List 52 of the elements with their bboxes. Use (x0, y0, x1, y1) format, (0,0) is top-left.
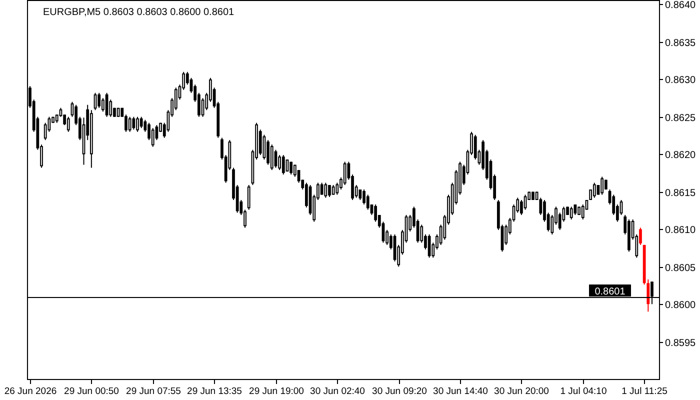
candlestick (290, 161, 293, 176)
candlestick (336, 182, 339, 196)
candlestick (201, 98, 204, 118)
candlestick (328, 184, 331, 198)
candlestick (581, 204, 584, 220)
candlestick (366, 194, 370, 210)
candlestick (570, 206, 573, 220)
y-tick-label: 0.8615 (665, 188, 696, 199)
candlestick (140, 116, 143, 129)
candlestick (247, 184, 250, 210)
x-tick-label: 29 Jun 19:00 (249, 386, 304, 397)
candlestick (639, 227, 642, 246)
candlestick (600, 176, 604, 196)
candlestick (98, 92, 101, 108)
x-tick-label: 26 Jun 2026 (4, 386, 57, 397)
y-tick-label: 0.8600 (665, 300, 696, 311)
ref-line-label: 0.8601 (594, 286, 626, 298)
candlestick (66, 116, 70, 132)
x-tick-label: 1 Jul 04:10 (560, 386, 607, 397)
x-tick-label: 30 Jun 09:20 (372, 386, 427, 397)
candlestick (374, 204, 377, 222)
y-tick-label: 0.8625 (665, 113, 696, 124)
text: EURGBP,M5 0.8603 0.8603 0.8600 0.8601 (43, 7, 235, 18)
candlestick (524, 194, 527, 210)
x-tick-label: 30 Jun 20:00 (494, 386, 549, 397)
x-tick-label: 29 Jun 13:35 (187, 386, 242, 397)
y-tick-label: 0.8605 (665, 263, 696, 274)
candlestick (592, 182, 596, 198)
y-tick-label: 0.8635 (665, 38, 696, 49)
x-tick-label: 29 Jun 07:55 (126, 386, 181, 397)
x-tick-label: 29 Jun 00:50 (64, 386, 119, 397)
candlestick (151, 128, 154, 148)
candlestick (102, 98, 104, 112)
candlestick (282, 154, 285, 176)
x-tick-label: 30 Jun 02:40 (310, 386, 365, 397)
candlestick (324, 182, 328, 198)
candlestick (270, 144, 274, 171)
candlestick (136, 116, 139, 132)
candlestick (132, 116, 136, 130)
candlestick (266, 140, 270, 166)
candlestick (362, 189, 366, 205)
y-tick-label: 0.8620 (665, 150, 696, 161)
y-tick-label: 0.8640 (665, 0, 696, 11)
x-tick-label: 1 Jul 11:25 (622, 386, 668, 397)
candlestick (343, 161, 346, 186)
y-tick-label: 0.8595 (665, 338, 696, 349)
candlestick (278, 154, 282, 171)
y-tick-label: 0.8630 (665, 75, 696, 86)
y-tick-label: 0.8610 (665, 225, 696, 236)
candlestick (520, 199, 523, 216)
x-tick-label: 30 Jun 14:40 (433, 386, 488, 397)
candlestick (128, 116, 132, 132)
